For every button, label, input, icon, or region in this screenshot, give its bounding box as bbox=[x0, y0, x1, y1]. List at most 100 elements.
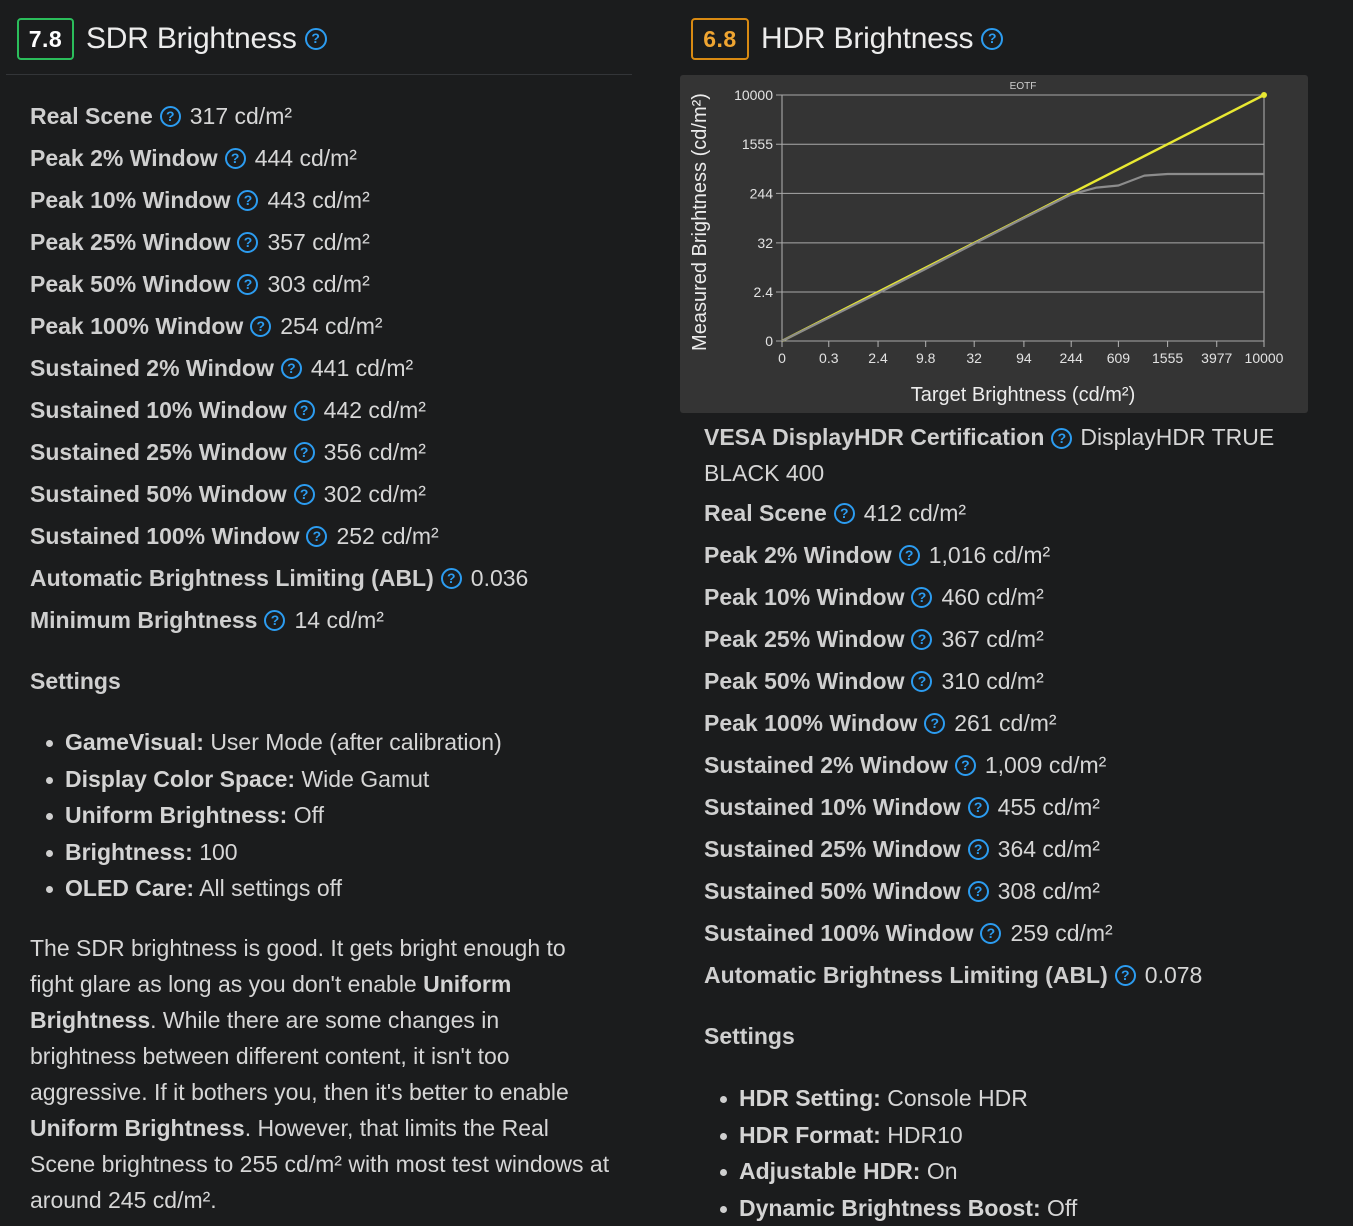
help-icon[interactable]: ? bbox=[924, 713, 945, 734]
help-icon[interactable]: ? bbox=[306, 526, 327, 547]
measurement-label: Sustained 25% Window bbox=[704, 836, 961, 863]
measurement-value: 455 cd/m² bbox=[998, 794, 1100, 821]
setting-name: Brightness: bbox=[65, 839, 193, 865]
measurement-row-peak-25-window: Peak 25% Window?367 cd/m² bbox=[704, 626, 1044, 653]
help-icon[interactable]: ? bbox=[1051, 428, 1072, 449]
setting-adjustable-hdr: Adjustable HDR: On bbox=[704, 1153, 1077, 1190]
setting-oled-care: OLED Care: All settings off bbox=[30, 870, 502, 907]
hdr-title: HDR Brightness bbox=[761, 22, 973, 56]
measurement-label: Sustained 100% Window bbox=[30, 523, 299, 550]
help-icon[interactable]: ? bbox=[237, 232, 258, 253]
y-axis-label: Measured Brightness (cd/m²) bbox=[689, 93, 711, 351]
y-tick-label: 244 bbox=[750, 185, 774, 201]
measurement-label: Peak 10% Window bbox=[30, 187, 230, 214]
x-tick-label: 0 bbox=[778, 350, 786, 366]
setting-brightness: Brightness: 100 bbox=[30, 834, 502, 871]
help-icon[interactable]: ? bbox=[305, 28, 327, 50]
help-icon[interactable]: ? bbox=[968, 881, 989, 902]
help-icon[interactable]: ? bbox=[1115, 965, 1136, 986]
uniform-brightness-emphasis: Uniform Brightness bbox=[30, 1115, 245, 1141]
x-tick-label: 32 bbox=[966, 350, 982, 366]
setting-value: All settings off bbox=[199, 875, 342, 901]
y-tick-label: 32 bbox=[757, 235, 773, 251]
setting-name: Display Color Space: bbox=[65, 766, 295, 792]
measurement-label: Automatic Brightness Limiting (ABL) bbox=[30, 565, 434, 592]
measurement-row-peak-100-window: Peak 100% Window?261 cd/m² bbox=[704, 710, 1057, 737]
help-icon[interactable]: ? bbox=[225, 148, 246, 169]
measurement-value: 441 cd/m² bbox=[311, 355, 413, 382]
help-icon[interactable]: ? bbox=[968, 797, 989, 818]
measurement-value: 357 cd/m² bbox=[267, 229, 369, 256]
help-icon[interactable]: ? bbox=[294, 442, 315, 463]
measurement-value: 308 cd/m² bbox=[998, 878, 1100, 905]
measurement-value: 1,016 cd/m² bbox=[929, 542, 1050, 569]
measurement-row-peak-10-window: Peak 10% Window? 460 cd/m² bbox=[704, 584, 1044, 611]
measurement-value: 14 cd/m² bbox=[294, 607, 383, 634]
help-icon[interactable]: ? bbox=[834, 503, 855, 524]
vesa-label: VESA DisplayHDR Certification bbox=[704, 424, 1044, 450]
sdr-header: 7.8 SDR Brightness ? bbox=[17, 19, 327, 59]
x-tick-label: 0.3 bbox=[819, 350, 839, 366]
help-icon[interactable]: ? bbox=[237, 274, 258, 295]
help-icon[interactable]: ? bbox=[237, 190, 258, 211]
help-icon[interactable]: ? bbox=[294, 484, 315, 505]
measurement-value: 254 cd/m² bbox=[280, 313, 382, 340]
setting-value: On bbox=[927, 1158, 958, 1184]
setting-dynamic-brightness-boost: Dynamic Brightness Boost: Off bbox=[704, 1190, 1077, 1226]
help-icon[interactable]: ? bbox=[294, 400, 315, 421]
setting-gamevisual: GameVisual: User Mode (after calibration… bbox=[30, 724, 502, 761]
measurement-label: Real Scene bbox=[30, 103, 153, 130]
help-icon[interactable]: ? bbox=[250, 316, 271, 337]
measurement-row-automatic-brightness-limiting-abl: Automatic Brightness Limiting (ABL)?0.07… bbox=[704, 962, 1202, 989]
measurement-row-sustained-100-window: Sustained 100% Window?252 cd/m² bbox=[30, 523, 439, 550]
help-icon[interactable]: ? bbox=[899, 545, 920, 566]
measurement-value: 261 cd/m² bbox=[954, 710, 1056, 737]
help-icon[interactable]: ? bbox=[911, 629, 932, 650]
measurement-value: 412 cd/m² bbox=[864, 500, 966, 527]
measurement-row-peak-50-window: Peak 50% Window?303 cd/m² bbox=[30, 271, 370, 298]
setting-name: Uniform Brightness: bbox=[65, 802, 287, 828]
measurement-row-sustained-50-window: Sustained 50% Window?302 cd/m² bbox=[30, 481, 426, 508]
measurement-value: 0.078 bbox=[1145, 962, 1203, 989]
help-icon[interactable]: ? bbox=[981, 28, 1003, 50]
measurement-row-real-scene: Real Scene?317 cd/m² bbox=[30, 103, 292, 130]
measurement-label: Real Scene bbox=[704, 500, 827, 527]
measurement-label: Sustained 50% Window bbox=[704, 878, 961, 905]
measurement-row-sustained-2-window: Sustained 2% Window?1,009 cd/m² bbox=[704, 752, 1106, 779]
help-icon[interactable]: ? bbox=[980, 923, 1001, 944]
measurement-row-peak-50-window: Peak 50% Window?310 cd/m² bbox=[704, 668, 1044, 695]
x-tick-label: 9.8 bbox=[916, 350, 936, 366]
measurement-row-peak-2-window: Peak 2% Window?444 cd/m² bbox=[30, 145, 357, 172]
measurement-label: Peak 25% Window bbox=[30, 229, 230, 256]
measurement-row-minimum-brightness: Minimum Brightness? 14 cd/m² bbox=[30, 607, 384, 634]
measurement-label: Sustained 100% Window bbox=[704, 920, 973, 947]
measurement-label: Peak 2% Window bbox=[704, 542, 892, 569]
sdr-description: The SDR brightness is good. It gets brig… bbox=[30, 930, 610, 1218]
x-tick-label: 609 bbox=[1107, 350, 1131, 366]
help-icon[interactable]: ? bbox=[911, 671, 932, 692]
x-tick-label: 94 bbox=[1016, 350, 1032, 366]
help-icon[interactable]: ? bbox=[441, 568, 462, 589]
help-icon[interactable]: ? bbox=[955, 755, 976, 776]
setting-uniform-brightness: Uniform Brightness: Off bbox=[30, 797, 502, 834]
help-icon[interactable]: ? bbox=[264, 610, 285, 631]
chart-title: EOTF bbox=[1010, 81, 1037, 92]
x-tick-label: 244 bbox=[1060, 350, 1084, 366]
help-icon[interactable]: ? bbox=[160, 106, 181, 127]
help-icon[interactable]: ? bbox=[281, 358, 302, 379]
help-icon[interactable]: ? bbox=[911, 587, 932, 608]
series-endpoint bbox=[1261, 92, 1267, 98]
measurement-value: 460 cd/m² bbox=[941, 584, 1043, 611]
setting-name: HDR Format: bbox=[739, 1122, 881, 1148]
help-icon[interactable]: ? bbox=[968, 839, 989, 860]
setting-name: OLED Care: bbox=[65, 875, 194, 901]
measurement-label: Peak 10% Window bbox=[704, 584, 904, 611]
measurement-label: Minimum Brightness bbox=[30, 607, 257, 634]
setting-value: User Mode (after calibration) bbox=[210, 729, 501, 755]
hdr-score-badge: 6.8 bbox=[691, 18, 749, 60]
measurement-value: 443 cd/m² bbox=[267, 187, 369, 214]
x-axis-label: Target Brightness (cd/m²) bbox=[911, 384, 1136, 406]
sdr-settings-heading: Settings bbox=[30, 668, 121, 695]
